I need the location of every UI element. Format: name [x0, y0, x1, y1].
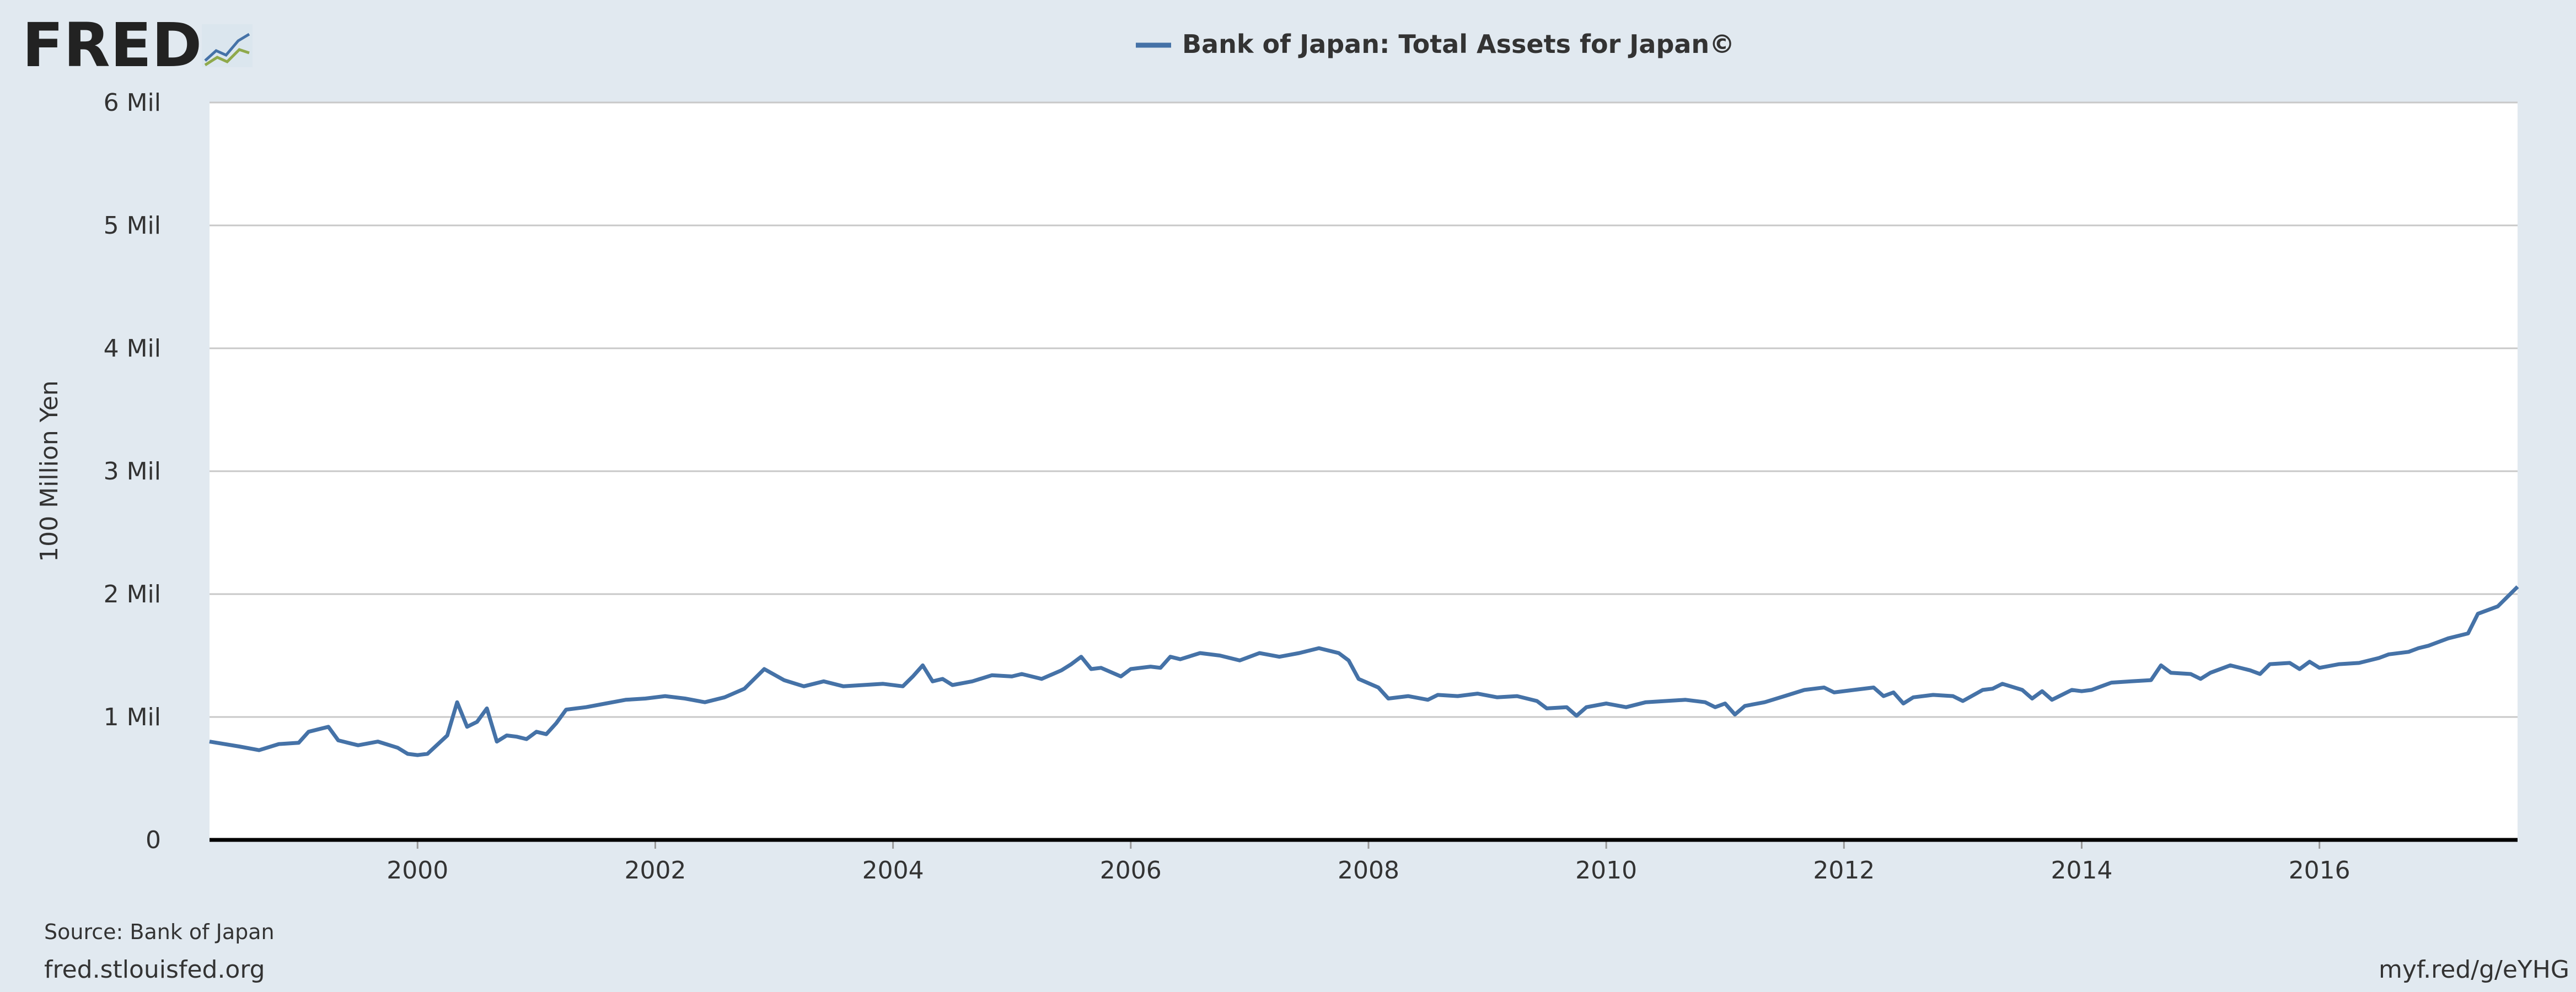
x-tick-label: 2016	[2289, 856, 2350, 885]
y-tick-label: 4 Mil	[104, 335, 161, 363]
y-tick-label: 0	[146, 826, 161, 854]
site-link[interactable]: fred.stlouisfed.org	[44, 956, 265, 984]
gridlines	[210, 101, 2518, 718]
x-tick-label: 2008	[1338, 856, 1399, 885]
chart-line-icon	[202, 24, 253, 67]
x-tick-label: 2004	[862, 856, 924, 885]
x-tick-label: 2002	[624, 856, 686, 885]
x-tick-label: 2014	[2051, 856, 2113, 885]
x-tick-label: 2010	[1575, 856, 1637, 885]
y-axis-label: 100 Million Yen	[35, 380, 63, 562]
series-group	[209, 585, 2519, 757]
y-tick-label: 6 Mil	[104, 89, 161, 117]
x-axis-ticks: 2000 2002 2004 2006 2008 2010 2012 2014 2016	[387, 840, 2350, 885]
short-url-link[interactable]: myf.red/g/eYHG	[2379, 956, 2569, 984]
fred-logo[interactable]: FRED	[22, 10, 253, 80]
source-note: Source: Bank of Japan	[44, 920, 275, 944]
series-line[interactable]	[209, 585, 2519, 757]
y-tick-label: 3 Mil	[104, 457, 161, 486]
legend[interactable]: Bank of Japan: Total Assets for Japan©	[1136, 29, 1735, 59]
y-tick-label: 1 Mil	[104, 703, 161, 731]
x-tick-label: 2000	[387, 856, 448, 885]
x-tick-label: 2012	[1813, 856, 1875, 885]
x-tick-label: 2006	[1100, 856, 1162, 885]
y-tick-label: 2 Mil	[104, 580, 161, 608]
logo-text: FRED	[22, 10, 202, 80]
y-tick-label: 5 Mil	[104, 212, 161, 240]
legend-label: Bank of Japan: Total Assets for Japan©	[1182, 29, 1735, 59]
y-axis-ticks: 0 1 Mil 2 Mil 3 Mil 4 Mil 5 Mil 6 Mil	[104, 89, 161, 854]
